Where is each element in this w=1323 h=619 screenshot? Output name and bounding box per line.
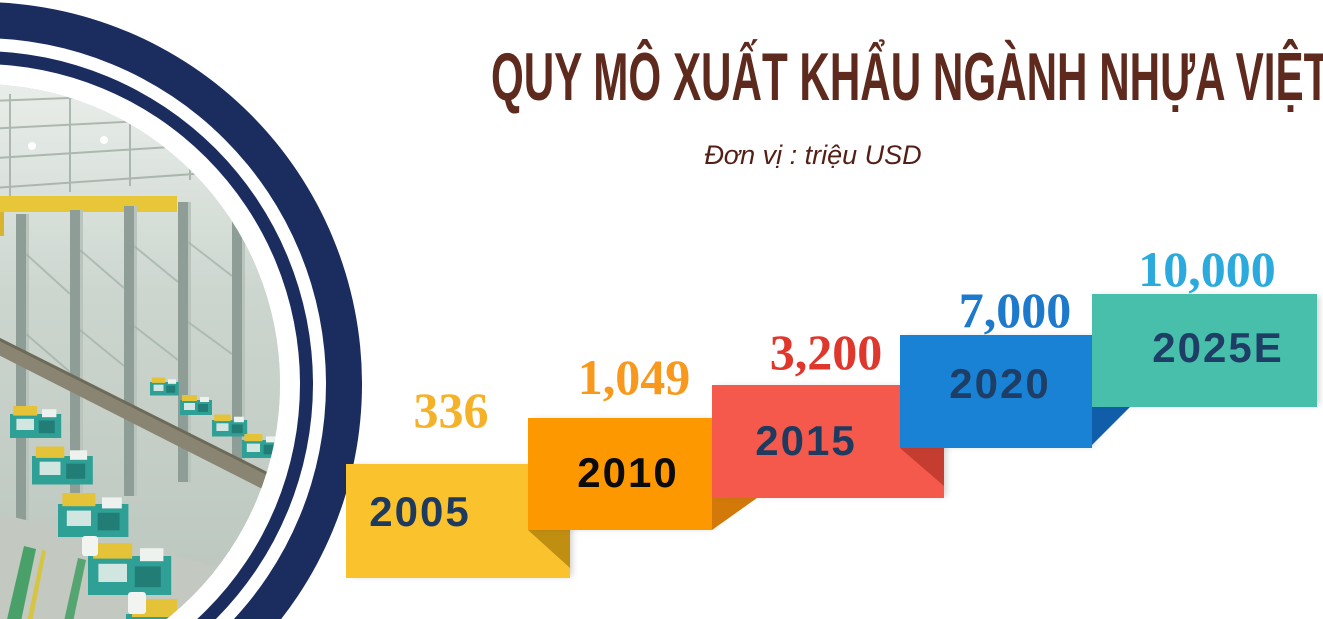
factory-photo-illustration (0, 84, 280, 619)
bar-2020-fold (1092, 407, 1130, 445)
value-label-2020: 7,000 (958, 282, 1072, 338)
bar-2020 (900, 335, 1092, 448)
unit-label: Đơn vị : triệu USD (704, 140, 922, 170)
value-label-2025e: 10,000 (1138, 241, 1276, 297)
value-label-2015: 3,200 (769, 324, 883, 380)
factory-photo (0, 84, 280, 619)
value-label-2010: 1,049 (577, 349, 691, 405)
bar-2010 (528, 418, 712, 530)
year-label-2020: 2020 (949, 360, 1051, 407)
year-label-2025e: 2025E (1152, 324, 1284, 371)
bar-2010-fold (712, 498, 757, 530)
value-label-2005: 336 (413, 382, 489, 438)
bar-2025e (1092, 294, 1317, 407)
year-label-2010: 2010 (577, 449, 679, 496)
year-label-2015: 2015 (755, 417, 857, 464)
year-label-2005: 2005 (369, 488, 471, 535)
page-title: QUY MÔ XUẤT KHẨU NGÀNH NHỰA VIỆT NAM (491, 39, 1323, 115)
